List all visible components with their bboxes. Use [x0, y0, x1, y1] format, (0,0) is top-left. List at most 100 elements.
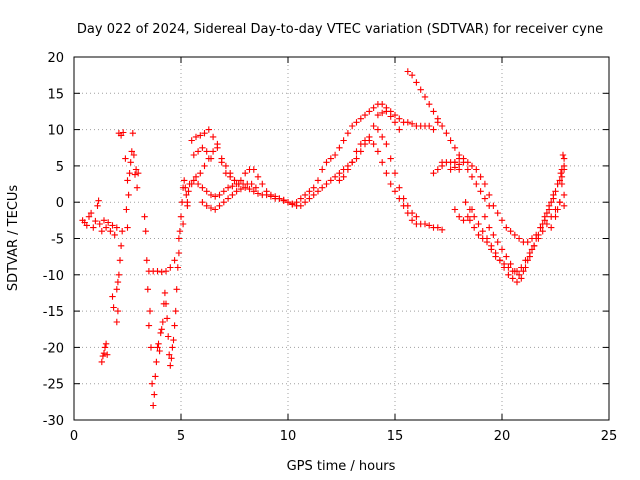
- data-point: [327, 177, 334, 184]
- data-point: [353, 148, 360, 155]
- data-point: [344, 166, 352, 173]
- data-point: [383, 170, 390, 177]
- data-point: [464, 159, 471, 166]
- data-point: [199, 184, 206, 191]
- data-point: [151, 391, 158, 398]
- data-point: [430, 126, 437, 133]
- data-point: [252, 184, 260, 191]
- data-point: [438, 226, 446, 233]
- data-point: [259, 180, 266, 188]
- data-point: [545, 202, 553, 209]
- data-point: [197, 170, 204, 177]
- data-point: [246, 185, 253, 193]
- data-point: [172, 307, 179, 315]
- data-point: [133, 184, 141, 191]
- data-point: [336, 170, 343, 177]
- data-point: [158, 326, 165, 333]
- data-point: [233, 180, 240, 188]
- data-point: [498, 246, 506, 253]
- data-point: [539, 228, 546, 235]
- data-point: [212, 206, 219, 213]
- data-point: [310, 191, 317, 199]
- data-point: [205, 126, 212, 133]
- data-point: [533, 235, 540, 242]
- y-tick-label: 10: [47, 124, 64, 139]
- data-point: [144, 286, 151, 293]
- data-point: [426, 101, 433, 108]
- data-point: [507, 228, 514, 235]
- data-point: [477, 173, 484, 180]
- data-point: [560, 202, 568, 209]
- data-point: [361, 137, 369, 144]
- data-point: [468, 173, 476, 180]
- data-point: [111, 231, 118, 239]
- data-point: [391, 119, 399, 126]
- data-point: [460, 217, 467, 224]
- data-point: [404, 68, 411, 75]
- data-point: [123, 206, 130, 213]
- data-point: [306, 188, 313, 195]
- data-point: [520, 268, 527, 275]
- data-point: [379, 101, 386, 108]
- data-point: [242, 170, 249, 177]
- data-point: [336, 144, 343, 151]
- data-point: [456, 213, 463, 220]
- data-point: [396, 126, 403, 133]
- data-point: [167, 362, 174, 369]
- data-point: [119, 228, 126, 235]
- data-point: [483, 238, 491, 246]
- data-point: [199, 144, 206, 151]
- data-point: [314, 177, 322, 184]
- data-point: [387, 113, 394, 120]
- y-tick-label: -5: [51, 233, 64, 248]
- data-point: [183, 191, 190, 199]
- data-point: [434, 115, 441, 122]
- data-point: [488, 246, 495, 253]
- data-point: [556, 199, 563, 206]
- data-point: [387, 180, 394, 188]
- data-point: [550, 191, 557, 199]
- data-point: [166, 351, 173, 358]
- data-point: [92, 217, 99, 225]
- data-point: [95, 197, 102, 204]
- data-point: [500, 260, 508, 268]
- data-point: [331, 151, 339, 159]
- data-point: [374, 148, 382, 155]
- data-point: [391, 111, 399, 119]
- data-point: [387, 155, 394, 162]
- data-point: [541, 213, 548, 220]
- data-point: [451, 144, 459, 151]
- data-point: [130, 151, 138, 159]
- data-point: [175, 235, 183, 242]
- data-points: [79, 68, 568, 409]
- data-point: [212, 193, 219, 200]
- data-point: [451, 159, 459, 166]
- data-point: [158, 268, 165, 276]
- data-point: [456, 161, 463, 168]
- data-point: [505, 264, 512, 271]
- data-point: [102, 340, 110, 347]
- data-point: [447, 166, 454, 173]
- data-point: [464, 213, 471, 220]
- data-point: [357, 115, 364, 122]
- data-point: [154, 344, 161, 351]
- chart-title: Day 022 of 2024, Sidereal Day-to-day VTE…: [77, 22, 603, 37]
- data-point: [107, 228, 114, 235]
- data-point: [250, 166, 257, 173]
- data-point: [168, 355, 175, 362]
- x-axis-label: GPS time / hours: [287, 459, 396, 474]
- data-point: [515, 271, 523, 278]
- data-point: [366, 133, 373, 141]
- data-point: [124, 177, 131, 184]
- data-point: [466, 206, 474, 213]
- data-point: [391, 188, 399, 195]
- data-point: [518, 264, 525, 271]
- grid-lines: [74, 57, 609, 420]
- data-point: [203, 202, 210, 209]
- data-point: [207, 204, 215, 212]
- data-point: [173, 286, 180, 293]
- data-point: [447, 137, 454, 144]
- data-point: [374, 126, 382, 133]
- data-point: [496, 257, 504, 264]
- data-point: [297, 195, 304, 202]
